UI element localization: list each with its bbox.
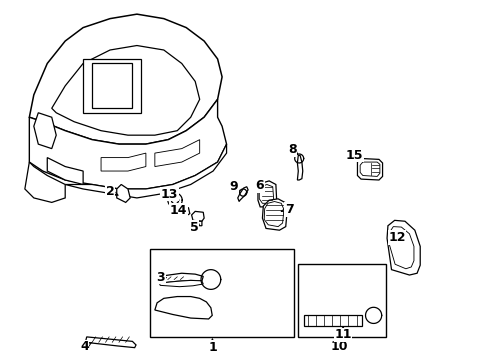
Text: 15: 15 — [345, 149, 362, 162]
Text: 12: 12 — [387, 231, 405, 244]
Text: 4: 4 — [80, 340, 92, 353]
Polygon shape — [175, 206, 189, 216]
Polygon shape — [191, 211, 203, 221]
Polygon shape — [155, 297, 212, 319]
Polygon shape — [388, 226, 413, 269]
Polygon shape — [85, 337, 136, 348]
Bar — [150, 249, 293, 337]
Polygon shape — [29, 14, 222, 144]
Polygon shape — [34, 113, 56, 149]
Polygon shape — [159, 280, 203, 287]
Text: 11: 11 — [334, 327, 351, 341]
Polygon shape — [117, 184, 130, 202]
Polygon shape — [386, 220, 419, 275]
Polygon shape — [259, 184, 273, 203]
Polygon shape — [297, 156, 302, 180]
Polygon shape — [258, 181, 276, 207]
Text: 13: 13 — [160, 188, 178, 201]
Polygon shape — [92, 63, 132, 108]
Text: 10: 10 — [330, 338, 347, 353]
Text: 5: 5 — [189, 221, 198, 234]
Polygon shape — [47, 158, 83, 184]
Text: 3: 3 — [156, 271, 166, 284]
Polygon shape — [360, 162, 379, 176]
Text: 9: 9 — [229, 180, 239, 193]
Polygon shape — [155, 140, 199, 167]
Polygon shape — [101, 153, 145, 171]
Polygon shape — [357, 158, 382, 180]
Polygon shape — [83, 59, 141, 113]
Bar — [298, 264, 385, 337]
Polygon shape — [197, 221, 202, 226]
Polygon shape — [262, 199, 286, 230]
Text: 8: 8 — [287, 143, 297, 156]
Polygon shape — [159, 273, 203, 283]
Text: 2: 2 — [105, 185, 118, 198]
Polygon shape — [303, 315, 361, 326]
Polygon shape — [25, 162, 65, 202]
Polygon shape — [65, 144, 226, 198]
Text: 7: 7 — [281, 203, 293, 216]
Polygon shape — [52, 45, 199, 135]
Text: 14: 14 — [169, 204, 186, 217]
Text: 6: 6 — [255, 179, 264, 192]
Polygon shape — [29, 99, 226, 189]
Polygon shape — [264, 202, 284, 226]
Text: 1: 1 — [208, 339, 217, 354]
Polygon shape — [237, 187, 247, 202]
